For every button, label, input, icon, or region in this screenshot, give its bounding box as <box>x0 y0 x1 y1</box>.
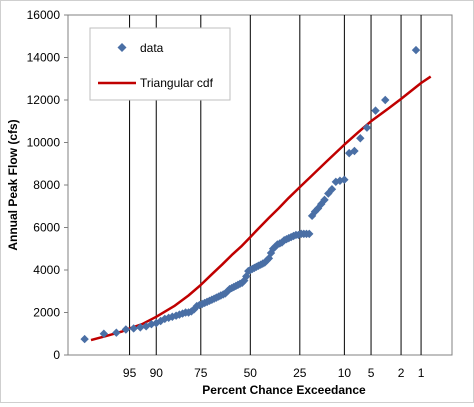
data-point-0 <box>80 334 89 344</box>
legend-data-label: data <box>140 41 164 55</box>
data-point-8 <box>152 318 161 328</box>
data-point-75 <box>320 195 329 205</box>
data-point-70 <box>305 229 314 239</box>
y-tick-label-14000: 14000 <box>27 51 61 65</box>
x-tick-label-10: 10 <box>338 366 352 380</box>
y-axis-title: Annual Peak Flow (cfs) <box>6 119 20 250</box>
data-point-11 <box>164 313 173 323</box>
y-axis-tick-labels: 0 2000 4000 6000 8000 10000 12000 14000 16000 <box>27 8 68 362</box>
y-tick-label-4000: 4000 <box>33 263 60 277</box>
data-point-5 <box>136 323 145 332</box>
data-point-55 <box>268 244 278 253</box>
x-tick-label-75: 75 <box>194 366 208 380</box>
data-point-4 <box>129 324 138 333</box>
y-tick-label-12000: 12000 <box>27 93 61 107</box>
data-point-77 <box>327 185 337 194</box>
legend-box <box>89 27 231 101</box>
data-point-2 <box>112 328 121 337</box>
x-tick-label-2: 2 <box>398 366 405 380</box>
y-tick-label-2000: 2000 <box>33 306 60 320</box>
series-data-points <box>80 45 421 344</box>
data-point-78 <box>331 177 341 187</box>
y-tick-label-16000: 16000 <box>27 8 61 22</box>
x-tick-label-25: 25 <box>293 366 307 380</box>
x-axis-tick-labels: 95 90 75 50 25 10 5 2 1 <box>123 366 425 380</box>
legend-data-marker <box>117 43 127 52</box>
data-point-83 <box>356 134 365 143</box>
data-point-18 <box>187 307 196 316</box>
data-point-72 <box>310 207 320 216</box>
y-tick-label-0: 0 <box>53 348 60 362</box>
data-point-82 <box>350 146 359 156</box>
data-point-85 <box>371 106 380 115</box>
legend-cdf-label: Triangular cdf <box>140 76 214 90</box>
y-tick-label-8000: 8000 <box>33 178 60 192</box>
data-point-41 <box>240 276 249 285</box>
x-axis-title: Percent Chance Exceedance <box>202 383 366 397</box>
data-point-76 <box>324 189 333 198</box>
x-tick-label-1: 1 <box>418 366 425 380</box>
y-tick-label-10000: 10000 <box>27 136 61 150</box>
data-point-74 <box>317 199 326 209</box>
data-point-1 <box>99 329 109 338</box>
y-tick-label-6000: 6000 <box>33 221 60 235</box>
x-tick-label-5: 5 <box>368 366 375 380</box>
x-tick-label-50: 50 <box>244 366 258 380</box>
data-point-84 <box>362 123 372 132</box>
x-tick-label-90: 90 <box>150 366 164 380</box>
data-point-3 <box>121 325 131 334</box>
data-point-59 <box>277 238 287 247</box>
data-point-9 <box>156 316 165 326</box>
legend: data Triangular cdf <box>89 27 231 101</box>
data-point-80 <box>340 175 349 184</box>
x-tick-label-95: 95 <box>123 366 137 380</box>
data-point-86 <box>381 95 390 105</box>
data-point-87 <box>411 45 421 55</box>
data-point-56 <box>271 242 280 251</box>
